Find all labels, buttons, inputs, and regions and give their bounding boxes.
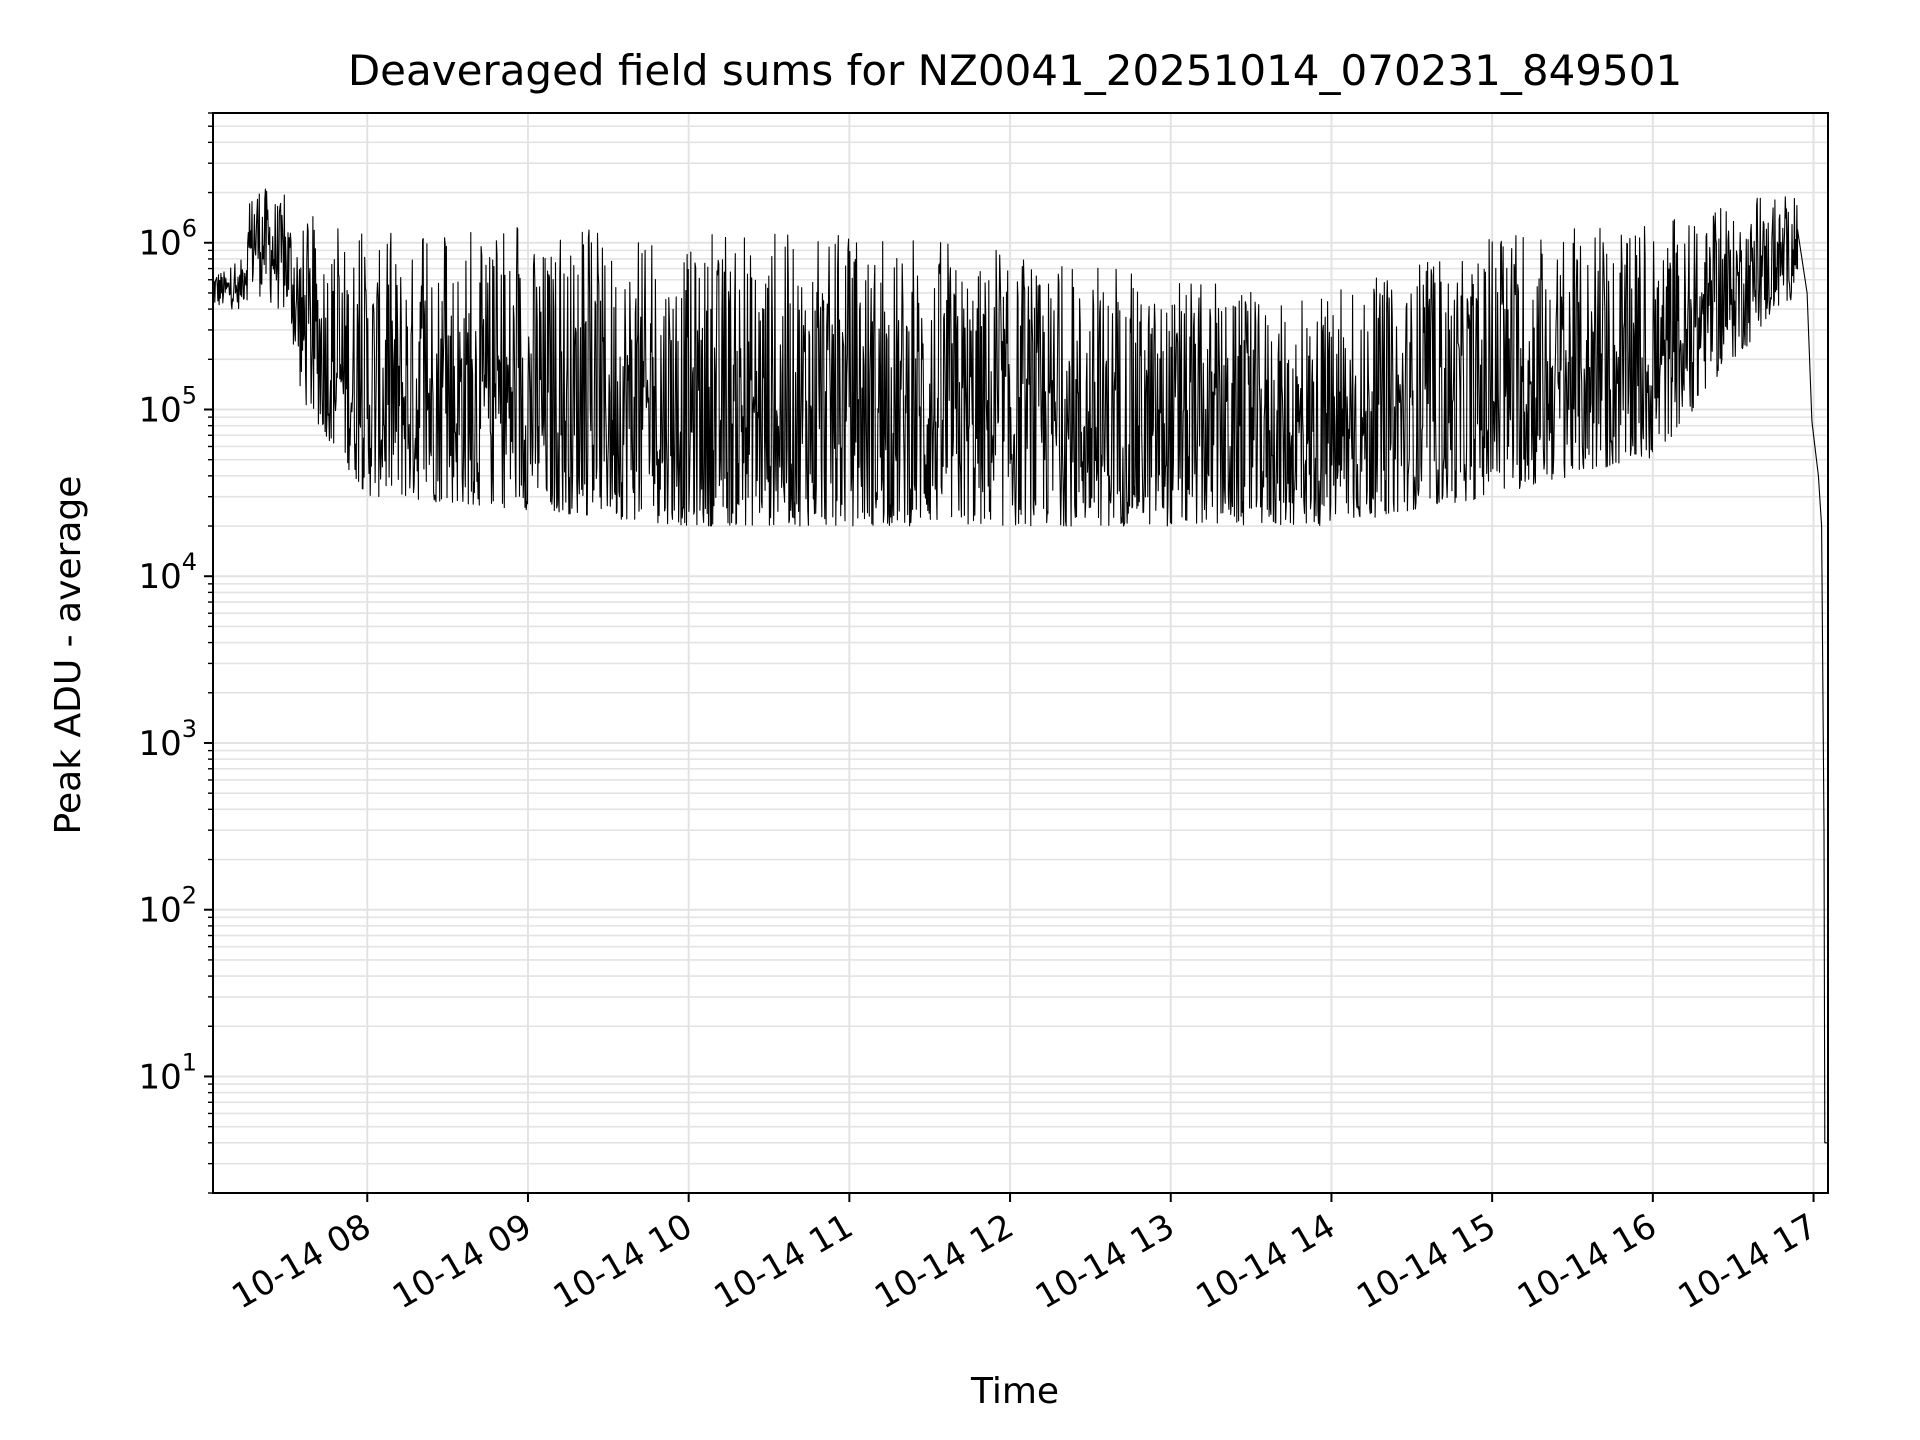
y-tick-exponent: 4 <box>182 548 197 576</box>
y-tick-exponent: 2 <box>182 882 197 910</box>
y-tick-label: 102 <box>138 882 197 931</box>
x-axis-label: Time <box>970 1371 1059 1412</box>
chart-title: Deaveraged field sums for NZ0041_2025101… <box>348 46 1682 95</box>
x-tick-label: 10-14 09 <box>386 1206 538 1317</box>
y-tick-label: 106 <box>138 215 197 264</box>
x-tick-label: 10-14 12 <box>868 1206 1020 1317</box>
y-tick-exponent: 6 <box>182 215 197 243</box>
x-axis: 10-14 08 10-14 09 10-14 10 10-14 11 10-14 12… <box>225 1193 1824 1317</box>
x-tick-label: 10-14 10 <box>547 1206 699 1317</box>
y-tick-exponent: 5 <box>182 381 197 409</box>
x-tick-label: 10-14 15 <box>1350 1206 1502 1317</box>
grid <box>213 112 1828 1194</box>
y-axis-label: Peak ADU - average <box>48 476 89 835</box>
y-tick-label: 103 <box>138 715 197 764</box>
x-tick-label: 10-14 13 <box>1029 1206 1181 1317</box>
y-tick-base: 10 <box>138 224 181 264</box>
series-path <box>212 188 1828 1144</box>
x-tick-label: 10-14 16 <box>1511 1206 1663 1317</box>
series-line <box>212 188 1828 1144</box>
y-tick-base: 10 <box>138 557 181 597</box>
x-tick-label: 10-14 11 <box>707 1206 859 1317</box>
y-tick-label: 105 <box>138 381 197 430</box>
y-tick-exponent: 3 <box>182 715 197 743</box>
x-tick-label: 10-14 17 <box>1672 1206 1824 1317</box>
x-tick-label: 10-14 08 <box>225 1206 377 1317</box>
y-tick-base: 10 <box>138 724 181 764</box>
x-tick-label: 10-14 14 <box>1190 1206 1342 1317</box>
y-tick-label: 104 <box>138 548 197 597</box>
y-tick-base: 10 <box>138 891 181 931</box>
plot-frame <box>212 112 1829 1194</box>
y-tick-base: 10 <box>138 1057 181 1097</box>
y-tick-base: 10 <box>138 390 181 430</box>
y-tick-exponent: 1 <box>182 1048 197 1076</box>
y-tick-label: 101 <box>138 1048 197 1097</box>
